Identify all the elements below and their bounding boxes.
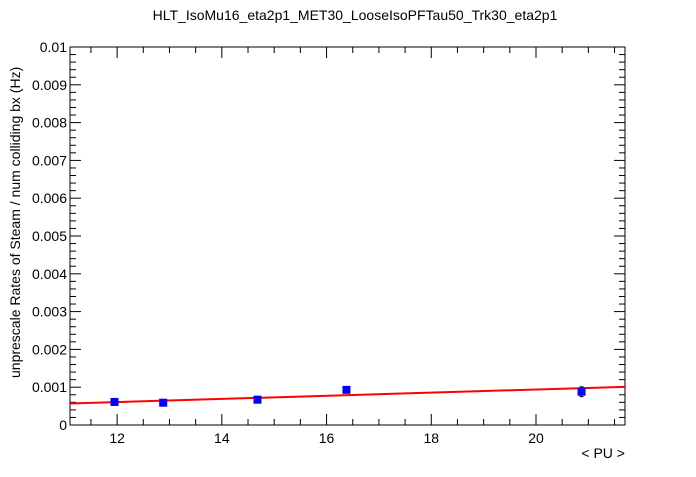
y-tick-label: 0.003 bbox=[32, 304, 67, 320]
data-point bbox=[342, 386, 350, 394]
x-tick-label: 14 bbox=[214, 430, 230, 446]
x-tick-label: 16 bbox=[319, 430, 335, 446]
y-tick-label: 0.009 bbox=[32, 77, 67, 93]
data-point bbox=[578, 388, 586, 396]
y-tick-label: 0.008 bbox=[32, 115, 67, 131]
y-tick-label: 0 bbox=[59, 417, 67, 433]
y-tick-label: 0.007 bbox=[32, 152, 67, 168]
x-axis-title: < PU > bbox=[581, 445, 625, 461]
data-point bbox=[159, 399, 167, 407]
y-tick-label: 0.01 bbox=[40, 39, 67, 55]
y-axis-title: unprescale Rates of Steam / num collidin… bbox=[7, 67, 23, 378]
x-tick-label: 18 bbox=[423, 430, 439, 446]
y-tick-label: 0.005 bbox=[32, 228, 67, 244]
x-tick-label: 20 bbox=[528, 430, 544, 446]
data-point bbox=[111, 398, 119, 406]
data-point bbox=[253, 396, 261, 404]
chart-title: HLT_IsoMu16_eta2p1_MET30_LooseIsoPFTau50… bbox=[153, 7, 558, 23]
x-tick-label: 12 bbox=[109, 430, 125, 446]
y-tick-label: 0.004 bbox=[32, 266, 67, 282]
y-tick-label: 0.006 bbox=[32, 190, 67, 206]
y-tick-label: 0.001 bbox=[32, 379, 67, 395]
plot-frame bbox=[70, 47, 625, 425]
y-tick-label: 0.002 bbox=[32, 341, 67, 357]
